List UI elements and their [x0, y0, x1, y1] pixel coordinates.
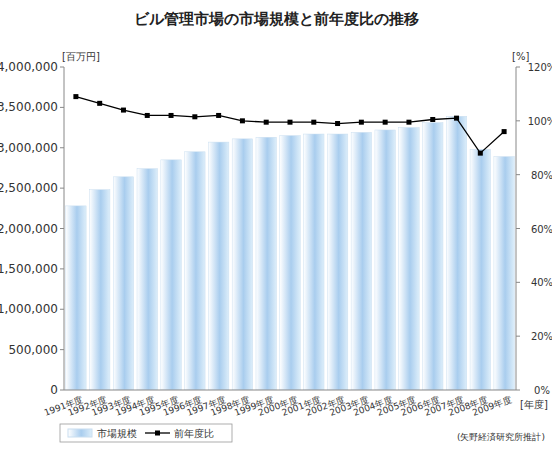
- marker: [192, 114, 197, 119]
- x-axis: [64, 390, 516, 391]
- y2-tick-label: 120%: [528, 62, 552, 73]
- x-axis-label: [年度]: [520, 399, 548, 410]
- bar: [446, 116, 466, 390]
- y2-tick-label: 0%: [534, 385, 550, 396]
- marker: [216, 113, 221, 118]
- marker: [359, 120, 364, 125]
- y2-tick-label: 40%: [531, 277, 552, 288]
- y-axis-label: [百万円]: [62, 51, 100, 62]
- y-tick-label: 1,500,000: [0, 262, 58, 276]
- y2-tick: [516, 67, 520, 68]
- y-tick: [60, 309, 64, 310]
- bar: [89, 190, 109, 390]
- y-tick: [60, 349, 64, 350]
- y2-tick-label: 60%: [531, 224, 552, 235]
- legend-marker: [155, 431, 160, 436]
- bar: [161, 160, 181, 390]
- marker: [383, 120, 388, 125]
- marker: [169, 113, 174, 118]
- marker: [145, 113, 150, 118]
- y2-tick: [516, 120, 520, 121]
- y-tick-label: 3,500,000: [0, 100, 58, 114]
- y-tick-label: 0: [50, 383, 58, 397]
- y-tick-label: 500,000: [8, 343, 58, 357]
- plot-marks: [66, 94, 515, 390]
- legend-box: [60, 424, 232, 442]
- source: (矢野経済研究所推計): [457, 432, 545, 442]
- y2-tick: [516, 390, 520, 391]
- y-tick: [60, 390, 64, 391]
- y2-tick: [516, 336, 520, 337]
- marker: [454, 116, 459, 121]
- bar: [494, 157, 514, 390]
- bar: [280, 136, 300, 390]
- y2-axis: [516, 67, 517, 390]
- y-tick-label: 3,000,000: [0, 141, 58, 155]
- legend-label: 前年度比: [174, 428, 214, 439]
- title: ビル管理市場の市場規模と前年度比の推移: [134, 10, 419, 28]
- y-tick: [60, 228, 64, 229]
- marker: [97, 101, 102, 106]
- bar: [375, 130, 395, 390]
- y-tick: [60, 147, 64, 148]
- line: [76, 97, 504, 154]
- bar: [113, 177, 133, 390]
- y2-tick: [516, 174, 520, 175]
- bar: [351, 132, 371, 390]
- y-tick-label: 1,000,000: [0, 302, 58, 316]
- bar: [232, 139, 252, 390]
- marker: [502, 129, 507, 134]
- bar: [470, 149, 490, 390]
- bar: [66, 206, 86, 390]
- bar: [185, 152, 205, 390]
- legend: 市場規模 前年度比: [60, 424, 232, 442]
- marker: [121, 108, 126, 113]
- bar: [137, 169, 157, 390]
- marker: [240, 118, 245, 123]
- chart: ビル管理市場の市場規模と前年度比の推移 [百万円] [%] [年度] 0 500,000 1…: [0, 0, 552, 450]
- legend-label: 市場規模: [97, 428, 137, 439]
- y2-tick: [516, 228, 520, 229]
- marker: [264, 120, 269, 125]
- bar: [327, 134, 347, 390]
- y-tick-label: 4,000,000: [0, 60, 58, 74]
- y2-tick-label: 80%: [531, 170, 552, 181]
- y-tick-label: 2,000,000: [0, 222, 58, 236]
- y-tick: [60, 268, 64, 269]
- marker: [430, 117, 435, 122]
- x-tick-label: 2009年度: [471, 394, 513, 417]
- bar: [256, 137, 276, 390]
- bar: [304, 134, 324, 390]
- bar: [423, 123, 443, 390]
- legend-swatch: [68, 429, 92, 437]
- y-tick-label: 2,500,000: [0, 181, 58, 195]
- marker: [406, 120, 411, 125]
- marker: [478, 151, 483, 156]
- y-tick: [60, 67, 64, 68]
- y-tick: [60, 188, 64, 189]
- y-axis: [64, 67, 65, 390]
- marker: [288, 120, 293, 125]
- bar: [208, 142, 228, 390]
- marker: [311, 120, 316, 125]
- y2-tick-label: 100%: [528, 116, 552, 127]
- marker: [73, 94, 78, 99]
- y2-tick: [516, 282, 520, 283]
- marker: [335, 121, 340, 126]
- bar: [399, 128, 419, 390]
- y2-tick-label: 20%: [531, 331, 552, 342]
- y-tick: [60, 107, 64, 108]
- y2-axis-label: [%]: [512, 51, 529, 62]
